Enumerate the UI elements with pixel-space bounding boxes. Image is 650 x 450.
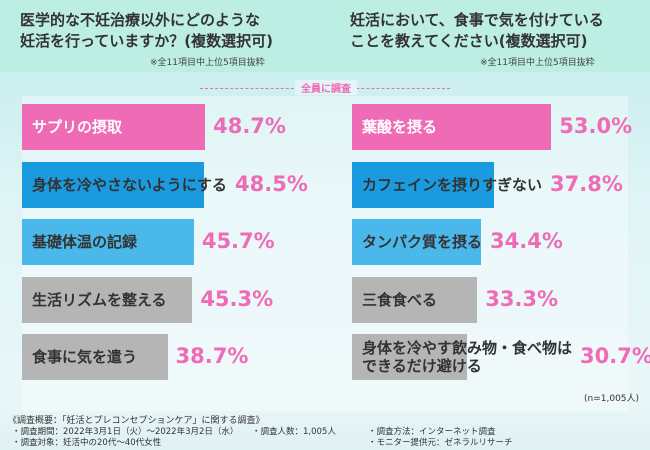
bar [22,219,194,265]
banner: 全員に調査 [295,80,357,95]
footer-title: 《調査概要：「妊活とプレコンセプションケア」に関する調査》 [8,416,265,426]
bar [22,334,168,380]
category-label: 身体を冷やさないようにする [32,175,227,194]
value-label: 48.7% [213,114,286,138]
category-label: サプリの摂取 [32,118,123,136]
category-label: 葉酸を摂る [362,118,438,136]
sample-size: (n=1,005人) [584,394,640,404]
category-label: 三食食べる [362,290,438,309]
bar [352,334,468,380]
category-label: カフェインを摂りすぎない [362,175,543,194]
category-label: タンパク質を摂る [362,233,483,251]
value-label: 33.3% [485,286,559,311]
value-label: 37.8% [550,171,623,196]
bar [352,161,495,208]
bar [352,104,552,150]
value-label: 45.3% [200,286,274,311]
chart-title: 妊活において、食事で気を付けている [350,11,604,29]
value-label: 38.7% [175,344,249,368]
chart-title: 医学的な不妊治療以外にどのような [20,11,261,29]
category-label: 基礎体温の記録 [32,233,138,251]
chart-title: 妊活を行っていますか？(複数選択可) [20,32,273,50]
chart-note: ※全11項目中上位5項目抜粋 [480,58,595,68]
value-label: 30.7% [580,344,650,368]
footer-item: ・調査人数：1,005人 [252,427,336,437]
footer-item: ・調査期間：2022年3月1日（火）～2022年3月2日（水） [12,427,239,437]
footer-item: ・調査方法：インターネット調査 [368,427,496,437]
value-label: 45.7% [201,229,275,253]
category-label: 身体を冷やす飲み物・食べ物は できるだけ避ける [362,339,573,375]
bar [22,104,206,150]
footer-item: ・モニター提供元：ゼネラルリサーチ [368,438,513,448]
header-band [0,0,650,72]
chart-note: ※全11項目中上位5項目抜粋 [150,58,265,68]
value-label: 48.5% [235,171,308,196]
chart-title: ことを教えてください(複数選択可) [350,32,588,50]
bar [352,219,482,265]
value-label: 34.4% [490,229,563,253]
value-label: 53.0% [559,114,633,138]
bar [22,276,193,323]
bar [22,161,205,208]
footer-item: ・調査対象：妊活中の20代～40代女性 [12,438,162,448]
category-label: 食事に気を遣う [32,348,138,366]
bar [352,276,478,323]
category-label: 生活リズムを整える [32,290,167,309]
